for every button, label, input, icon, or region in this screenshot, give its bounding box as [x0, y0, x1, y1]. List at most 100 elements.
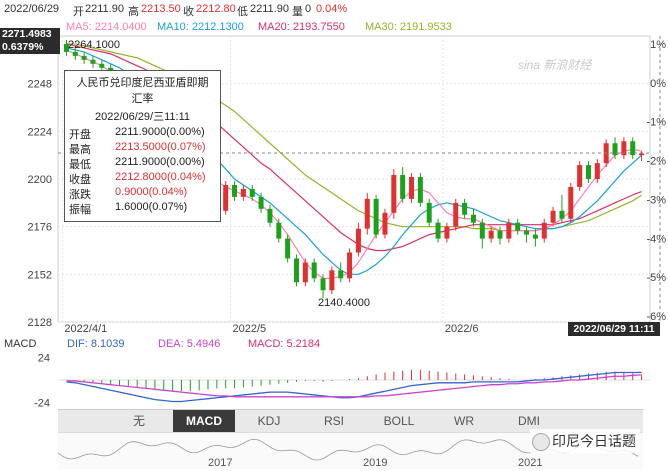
tooltip-row: 最高 2213.5000(0.07%) — [69, 141, 219, 156]
tooltip-row: 收盘 2212.8000(0.04%) — [69, 171, 219, 186]
current-price-tag: 2271.4983 — [0, 28, 60, 41]
low-label: 低 — [237, 6, 248, 18]
candle — [506, 218, 512, 243]
overview-year-label: 2019 — [363, 457, 387, 469]
pct-tick-label: -5% — [646, 272, 666, 284]
tooltip-row: 最低 2211.9000(0.00%) — [69, 156, 219, 171]
y-tick-label: 2176 — [28, 222, 52, 234]
sina-watermark: sina 新浪财经 — [518, 58, 592, 72]
macd-value-legend: MACD: 5.2184 — [248, 338, 321, 350]
tooltip-row-label: 开盘 — [69, 129, 91, 141]
pct-tick-label: -1% — [646, 117, 666, 129]
candle — [232, 180, 238, 201]
tooltip-title-line1: 人民币兑印度尼西亚盾即期 — [76, 77, 209, 89]
candle — [99, 59, 105, 72]
header-date: 2022/06/29 — [4, 3, 60, 15]
ma10-legend: MA10: 2212.1300 — [157, 21, 244, 33]
brand-badge: 印尼今日话题 — [530, 429, 640, 453]
candle — [524, 226, 530, 243]
candle — [417, 173, 423, 207]
candle — [612, 137, 618, 160]
candle — [550, 206, 556, 227]
tab-none[interactable]: 无 — [132, 414, 145, 428]
candle — [541, 218, 547, 243]
candle — [249, 184, 255, 201]
open-label: 开 — [73, 6, 84, 18]
tooltip-row-value: 2211.9000(0.00%) — [115, 126, 205, 138]
tab-kdj[interactable]: KDJ — [257, 414, 281, 428]
cursor-date-tag: 2022/06/29 11:11 — [568, 322, 660, 336]
y-tick-label: 2248 — [28, 79, 52, 91]
vol-value: 0 — [305, 3, 312, 15]
candle — [90, 55, 96, 68]
tooltip-row-label: 最低 — [69, 159, 91, 171]
candle — [453, 198, 459, 231]
tooltip-row-value: 2213.5000(0.07%) — [115, 141, 206, 153]
candle — [382, 208, 388, 239]
ma-legend-bar: MA5: 2214.0400 MA10: 2212.1300 MA20: 219… — [0, 18, 668, 36]
high-value: 2213.50 — [141, 3, 181, 15]
candle — [373, 194, 379, 239]
close-value: 2212.80 — [196, 3, 236, 15]
tooltip-row-value: 0.9000(0.04%) — [115, 186, 188, 198]
macd-panel: 24 -24 — [34, 353, 650, 409]
candle — [435, 218, 441, 243]
brand-text: 印尼今日话题 — [552, 433, 636, 449]
close-label: 收 — [183, 6, 194, 18]
tooltip-row: 开盘 2211.9000(0.00%) — [69, 126, 219, 141]
candle — [391, 169, 397, 219]
candle — [400, 167, 406, 203]
tooltip-datetime: 2022/06/29/三11:11 — [94, 111, 190, 123]
tab-macd[interactable]: MACD — [173, 410, 235, 432]
tooltip-row-label: 收盘 — [69, 174, 91, 186]
candle — [630, 137, 636, 160]
macd-tick-label: -24 — [34, 397, 50, 409]
macd-title: MACD — [4, 338, 37, 350]
change-pct: 0.04% — [316, 3, 348, 15]
x-tick-label: 2022/6 — [445, 323, 479, 335]
tooltip-row-value: 2212.8000(0.04%) — [115, 171, 206, 183]
pct-tick-label: -2% — [646, 156, 666, 168]
candle — [311, 258, 317, 283]
candle — [81, 51, 87, 64]
tooltip-row: 涨跌 0.9000(0.04%) — [69, 186, 219, 201]
candle — [329, 266, 335, 295]
tooltip-title-line2: 汇率 — [131, 93, 154, 105]
tab-boll[interactable]: BOLL — [383, 414, 415, 428]
current-pct-tag: 0.6379% — [0, 41, 60, 54]
candle — [426, 198, 432, 227]
candle — [409, 173, 415, 203]
open-value: 2211.90 — [85, 3, 124, 15]
tab-dmi[interactable]: DMI — [518, 414, 540, 428]
pct-axis-ticks: 1% 0% -1% -2% -3% -4% -5% -6% — [646, 39, 666, 323]
x-axis-ticks: 2022/4/1 2022/5 2022/6 — [64, 323, 478, 335]
vol-label: 量 — [292, 6, 303, 18]
x-tick-label: 2022/4/1 — [64, 323, 107, 335]
y-tick-label: 2152 — [28, 269, 52, 281]
candle — [621, 137, 627, 160]
candle — [338, 262, 344, 283]
candle — [470, 208, 476, 227]
candle — [293, 254, 299, 287]
candle — [320, 274, 326, 299]
dea-line — [66, 374, 642, 398]
tab-rsi[interactable]: RSI — [323, 414, 344, 428]
candle — [302, 258, 308, 287]
dif-legend: DIF: 8.1039 — [67, 338, 125, 350]
pct-tick-label: 1% — [650, 39, 666, 51]
candle — [223, 180, 229, 215]
candle — [577, 161, 583, 191]
tooltip-row-value: 2211.9000(0.00%) — [115, 156, 205, 168]
ma30-legend: MA30: 2191.9533 — [365, 21, 452, 33]
candle — [497, 226, 503, 245]
candle — [515, 218, 521, 235]
y-axis-ticks: 2248 2224 2200 2176 2152 2128 — [28, 79, 52, 329]
candle — [240, 184, 246, 201]
candle — [63, 39, 69, 56]
tab-wr[interactable]: WR — [454, 414, 474, 428]
high-label: 高 — [128, 6, 139, 18]
tooltip-row-label: 振幅 — [69, 204, 91, 216]
pct-tick-label: -6% — [646, 311, 666, 323]
ma5-legend: MA5: 2214.0400 — [66, 21, 147, 33]
